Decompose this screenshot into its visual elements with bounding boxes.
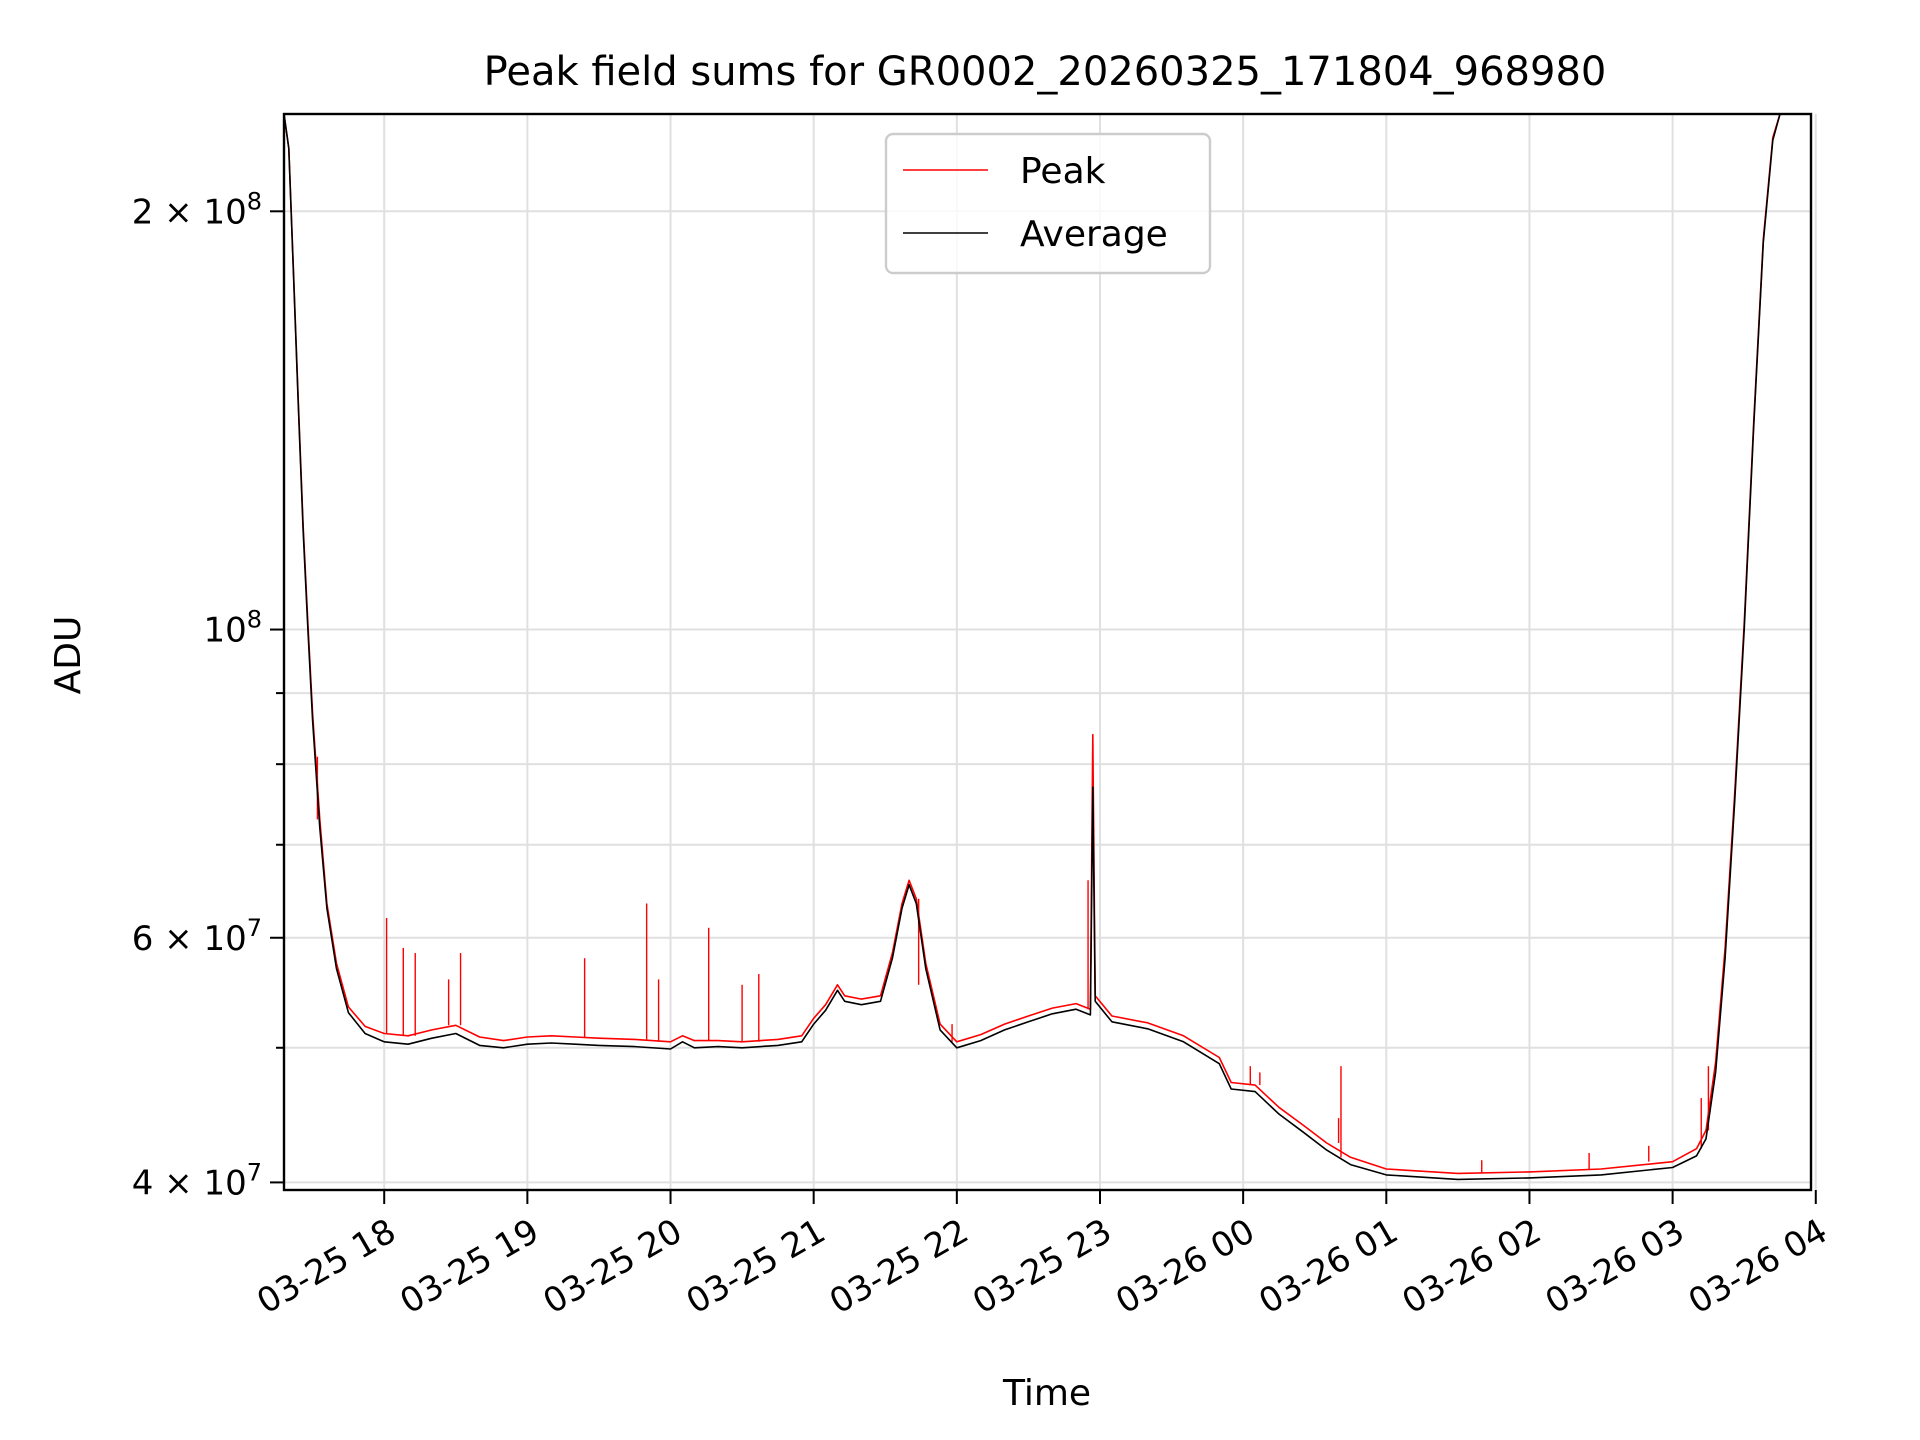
- series-line-average: [284, 114, 1781, 1181]
- series-line-peak: [284, 114, 1781, 1175]
- y-axis-ticks: 4 × 107 6 × 107 108 2 × 108: [132, 187, 284, 1203]
- y-tick-label: 108: [203, 606, 262, 651]
- legend-frame: [884, 132, 1212, 275]
- legend-label-peak: Peak: [1020, 151, 1106, 192]
- y-tick-label: 4 × 107: [132, 1158, 262, 1203]
- plot-frame: [282, 112, 1813, 1192]
- legend-label-average: Average: [1020, 214, 1168, 255]
- chart-title: Peak field sums for GR0002_20260325_1718…: [484, 49, 1607, 95]
- y-tick-label: 6 × 107: [132, 914, 262, 959]
- legend: Peak Average: [884, 132, 1212, 275]
- y-axis-label: ADU: [48, 616, 89, 695]
- y-tick-label: 2 × 108: [132, 187, 262, 232]
- x-axis-label: Time: [1002, 1373, 1091, 1414]
- series-layer: [284, 114, 1781, 1181]
